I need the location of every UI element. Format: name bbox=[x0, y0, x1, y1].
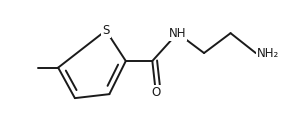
Text: O: O bbox=[152, 86, 161, 99]
Text: NH: NH bbox=[169, 27, 186, 40]
Text: NH₂: NH₂ bbox=[257, 47, 279, 60]
Text: S: S bbox=[102, 24, 110, 37]
